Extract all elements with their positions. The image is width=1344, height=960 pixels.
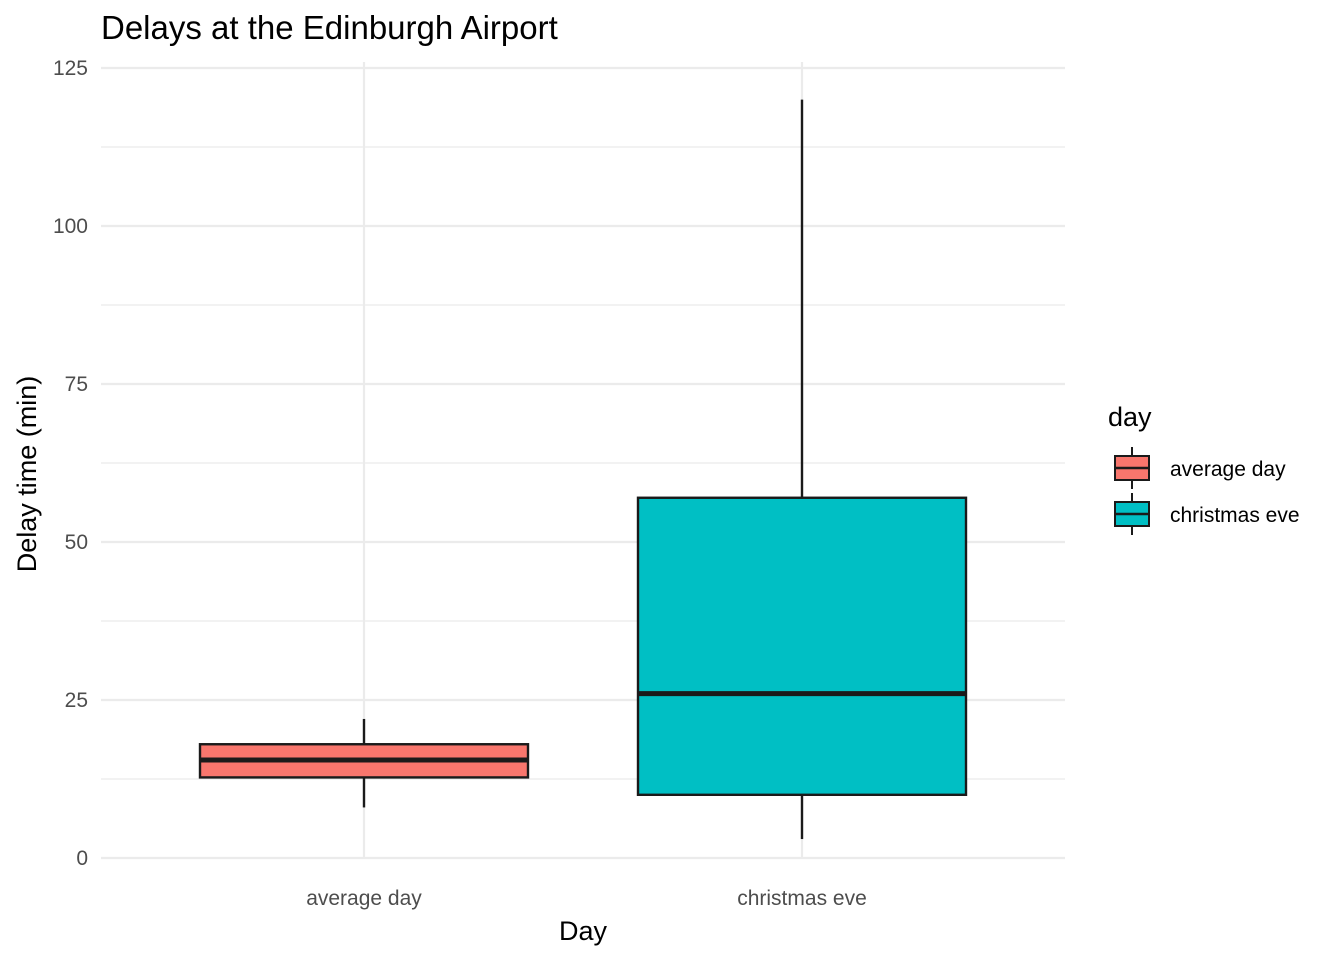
y-tick-label: 0 bbox=[76, 847, 88, 870]
y-tick-label: 25 bbox=[65, 689, 88, 712]
legend: day average day christmas eve bbox=[1108, 402, 1300, 535]
x-axis-tick-labels: average day christmas eve bbox=[306, 887, 867, 910]
boxplot-boxes bbox=[198, 99, 968, 840]
box-0 bbox=[198, 718, 530, 808]
legend-item: average day bbox=[1114, 447, 1286, 489]
legend-label: christmas eve bbox=[1170, 504, 1300, 527]
x-tick-label: average day bbox=[306, 887, 422, 910]
y-tick-label: 100 bbox=[53, 215, 88, 238]
legend-item: christmas eve bbox=[1114, 493, 1300, 535]
y-axis-title: Delay time (min) bbox=[12, 376, 42, 573]
chart-title: Delays at the Edinburgh Airport bbox=[101, 9, 558, 46]
iqr-box bbox=[636, 496, 968, 797]
legend-label: average day bbox=[1170, 458, 1286, 481]
x-tick-label: christmas eve bbox=[737, 887, 867, 910]
box-1 bbox=[636, 99, 968, 840]
x-axis-title: Day bbox=[559, 916, 608, 946]
y-tick-label: 125 bbox=[53, 57, 88, 80]
y-tick-label: 75 bbox=[65, 373, 88, 396]
y-tick-label: 50 bbox=[65, 531, 88, 554]
legend-title: day bbox=[1108, 402, 1152, 432]
y-axis-tick-labels: 0 25 50 75 100 125 bbox=[53, 57, 88, 870]
